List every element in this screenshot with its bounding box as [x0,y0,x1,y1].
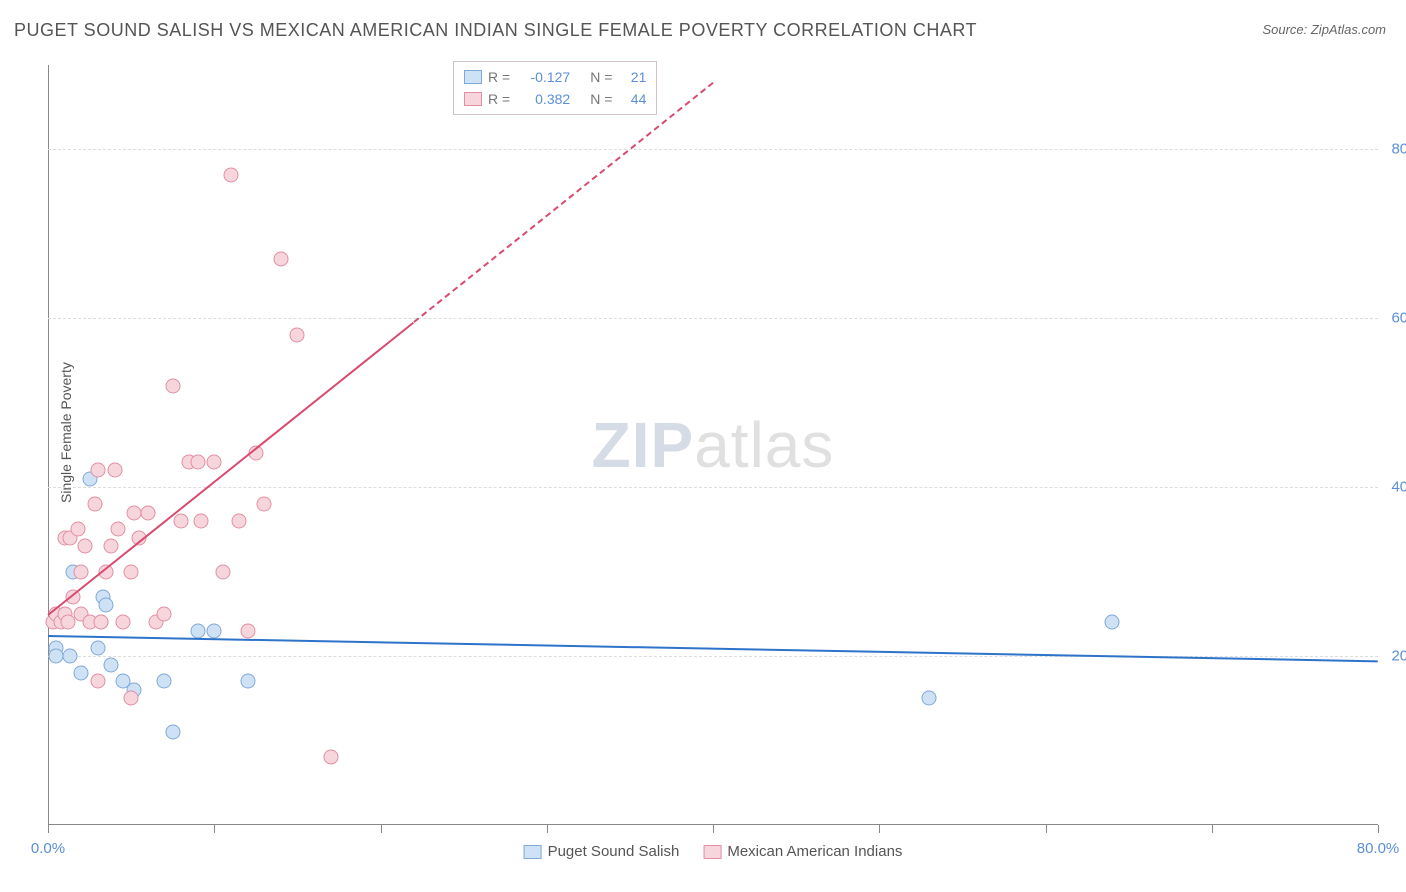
x-tick-label: 0.0% [31,840,65,857]
data-point [165,378,180,393]
chart-title: PUGET SOUND SALISH VS MEXICAN AMERICAN I… [14,20,977,41]
data-point [77,539,92,554]
y-tick-label: 60.0% [1391,310,1406,327]
stats-legend-row: R = -0.127 N = 21 [464,66,646,88]
data-point [922,691,937,706]
data-point [240,623,255,638]
data-point [110,522,125,537]
y-tick-label: 40.0% [1391,479,1406,496]
legend-swatch [464,92,482,106]
x-tick [713,825,714,833]
x-tick [381,825,382,833]
data-point [70,522,85,537]
x-tick [547,825,548,833]
data-point [290,328,305,343]
data-point [124,691,139,706]
data-point [107,463,122,478]
data-point [104,539,119,554]
data-point [74,564,89,579]
source-label: Source: ZipAtlas.com [1262,22,1386,37]
legend-label: Puget Sound Salish [548,843,680,860]
data-point [104,657,119,672]
data-point [62,649,77,664]
legend-item: Puget Sound Salish [524,843,680,860]
data-point [257,497,272,512]
data-point [223,167,238,182]
x-tick [214,825,215,833]
stat-n-label: N = [590,91,612,107]
stat-n-label: N = [590,69,612,85]
data-point [190,454,205,469]
plot-region: 20.0%40.0%60.0%80.0%0.0%80.0% [48,65,1378,825]
stat-r-label: R = [488,69,510,85]
x-tick [1212,825,1213,833]
trend-line [413,82,713,323]
x-tick [1046,825,1047,833]
data-point [240,674,255,689]
stats-legend: R = -0.127 N = 21 R = 0.382 N = 44 [453,61,657,115]
data-point [115,615,130,630]
data-point [190,623,205,638]
x-tick [1378,825,1379,833]
data-point [1105,615,1120,630]
data-point [140,505,155,520]
data-point [232,514,247,529]
data-point [165,725,180,740]
data-point [323,750,338,765]
data-point [87,497,102,512]
data-point [94,615,109,630]
gridline [48,487,1378,488]
data-point [273,252,288,267]
trend-line [48,635,1378,662]
stats-legend-row: R = 0.382 N = 44 [464,88,646,110]
data-point [90,674,105,689]
data-point [60,615,75,630]
x-tick [48,825,49,833]
chart-area: Single Female Poverty ZIPatlas 20.0%40.0… [48,65,1378,825]
data-point [90,463,105,478]
series-legend: Puget Sound Salish Mexican American India… [524,843,903,860]
data-point [207,454,222,469]
stat-r-label: R = [488,91,510,107]
data-point [193,514,208,529]
legend-swatch [464,70,482,84]
stat-n-value: 44 [618,91,646,107]
legend-swatch [703,845,721,859]
data-point [157,674,172,689]
x-tick [879,825,880,833]
data-point [207,623,222,638]
x-tick-label: 80.0% [1357,840,1400,857]
y-tick-label: 80.0% [1391,141,1406,158]
legend-label: Mexican American Indians [727,843,902,860]
data-point [157,606,172,621]
legend-swatch [524,845,542,859]
stat-r-value: -0.127 [516,69,570,85]
data-point [90,640,105,655]
y-axis-line [48,65,49,825]
data-point [174,514,189,529]
gridline [48,149,1378,150]
y-tick-label: 20.0% [1391,648,1406,665]
stat-n-value: 21 [618,69,646,85]
data-point [99,598,114,613]
data-point [124,564,139,579]
stat-r-value: 0.382 [516,91,570,107]
legend-item: Mexican American Indians [703,843,902,860]
data-point [215,564,230,579]
data-point [74,666,89,681]
gridline [48,318,1378,319]
